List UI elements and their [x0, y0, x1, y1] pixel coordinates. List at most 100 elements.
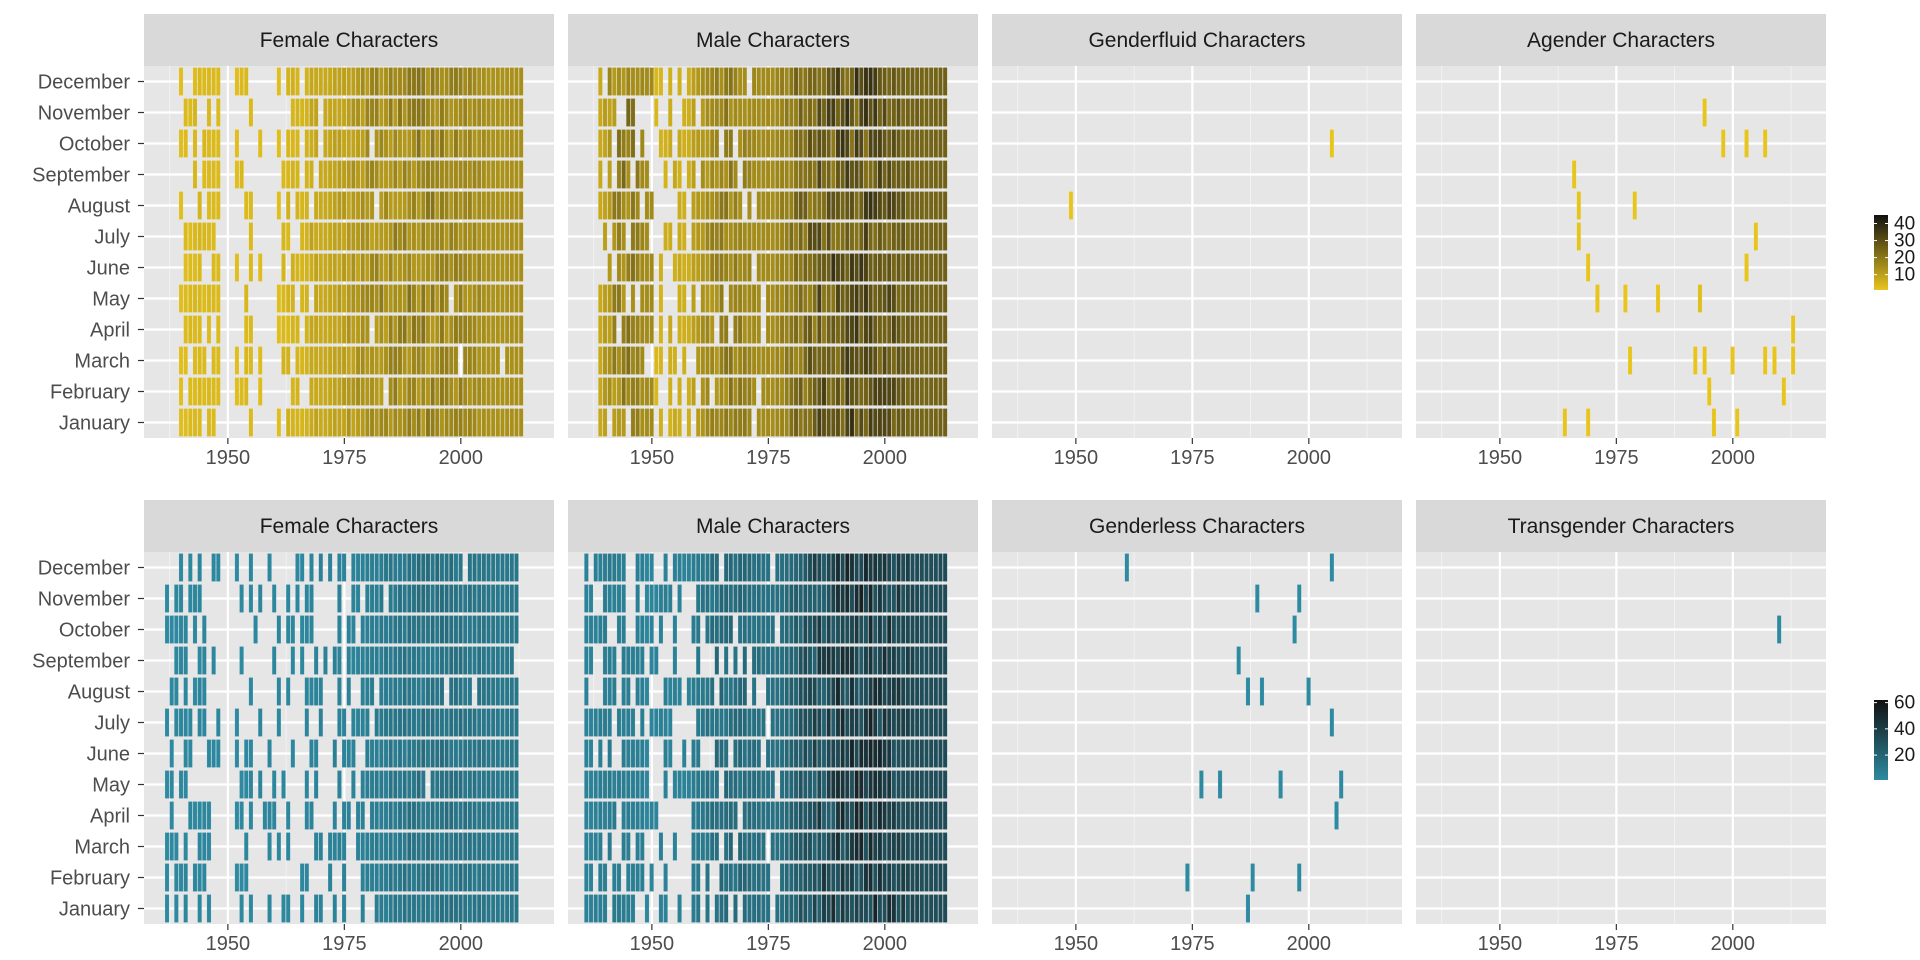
heat-tile — [644, 553, 650, 582]
heat-tile — [831, 646, 836, 675]
heat-tile — [351, 222, 356, 251]
heat-tile — [644, 739, 650, 768]
heat-tile — [337, 284, 342, 313]
heat-tile — [486, 863, 491, 892]
heat-tile — [416, 253, 421, 282]
heat-tile — [914, 67, 920, 96]
heat-tile — [900, 863, 906, 892]
heat-tile — [192, 129, 198, 158]
heat-tile — [635, 739, 640, 768]
heat-tile — [812, 863, 817, 892]
heat-tile — [849, 67, 855, 96]
heat-tile — [216, 67, 221, 96]
heat-tile — [234, 708, 240, 737]
x-tick-label: 2000 — [1287, 933, 1332, 955]
heat-tile — [439, 191, 445, 220]
heat-tile — [281, 284, 286, 313]
heat-tile — [612, 284, 617, 313]
heat-tile — [360, 222, 366, 251]
heat-tile — [495, 67, 501, 96]
heat-tile — [481, 894, 487, 923]
heat-tile — [747, 615, 752, 644]
heat-tile — [1292, 615, 1297, 644]
heat-tile — [504, 770, 510, 799]
heat-tile — [351, 377, 356, 406]
heat-tile — [407, 98, 412, 127]
heat-tile — [849, 708, 855, 737]
heat-tile — [211, 739, 216, 768]
heat-tile — [747, 129, 752, 158]
heat-tile — [751, 677, 757, 706]
heat-tile — [285, 615, 291, 644]
heat-tile — [1762, 346, 1768, 375]
heat-tile — [1720, 129, 1726, 158]
heat-tile — [332, 129, 338, 158]
heat-tile — [383, 770, 389, 799]
heat-tile — [817, 98, 822, 127]
heat-tile — [607, 677, 612, 706]
heat-tile — [854, 832, 859, 861]
heat-tile — [691, 284, 696, 313]
heat-tile — [379, 284, 384, 313]
heat-tile — [504, 584, 510, 613]
heat-tile — [630, 408, 636, 437]
tile-layer — [164, 553, 519, 923]
heat-tile — [602, 615, 608, 644]
heat-tile — [877, 67, 883, 96]
heat-tile — [444, 253, 449, 282]
heat-tile — [337, 191, 342, 220]
heat-tile — [798, 253, 803, 282]
heat-tile — [500, 129, 505, 158]
heat-tile — [640, 129, 645, 158]
heat-tile — [891, 832, 897, 861]
heat-tile — [817, 863, 822, 892]
heat-tile — [434, 408, 440, 437]
heat-tile — [472, 832, 477, 861]
heat-tile — [197, 708, 202, 737]
heat-tile — [779, 553, 785, 582]
heat-tile — [285, 408, 291, 437]
heat-tile — [598, 315, 603, 344]
heat-tile — [723, 377, 729, 406]
heat-tile — [504, 346, 510, 375]
heat-tile — [514, 770, 519, 799]
heat-tile — [514, 832, 519, 861]
heat-tile — [178, 584, 184, 613]
heat-tile — [211, 553, 216, 582]
heat-tile — [290, 160, 296, 189]
heat-tile — [803, 408, 808, 437]
heat-tile — [714, 377, 720, 406]
heat-tile — [598, 408, 603, 437]
heat-tile — [397, 160, 403, 189]
heat-tile — [197, 377, 202, 406]
heat-tile — [327, 863, 333, 892]
heat-tile — [807, 770, 813, 799]
heat-tile — [393, 160, 398, 189]
heat-tile — [206, 408, 212, 437]
heat-tile — [868, 553, 873, 582]
heat-tile — [924, 615, 929, 644]
heat-tile — [644, 770, 650, 799]
heat-tile — [183, 315, 188, 344]
heat-tile — [402, 770, 407, 799]
heat-tile — [835, 315, 841, 344]
heat-tile — [742, 67, 748, 96]
heat-tile — [500, 584, 505, 613]
heat-tile — [518, 191, 524, 220]
heat-tile — [840, 67, 845, 96]
heat-tile — [849, 377, 855, 406]
heat-tile — [626, 346, 631, 375]
heat-tile — [490, 160, 496, 189]
heat-tile — [421, 315, 426, 344]
heat-tile — [658, 67, 664, 96]
heat-tile — [602, 129, 608, 158]
heat-tile — [295, 160, 300, 189]
heat-tile — [476, 615, 482, 644]
heat-tile — [695, 553, 701, 582]
heat-tile — [817, 346, 822, 375]
heat-tile — [775, 284, 780, 313]
heat-tile — [858, 253, 864, 282]
heat-tile — [192, 863, 198, 892]
heat-tile — [877, 346, 883, 375]
heat-tile — [206, 801, 212, 830]
